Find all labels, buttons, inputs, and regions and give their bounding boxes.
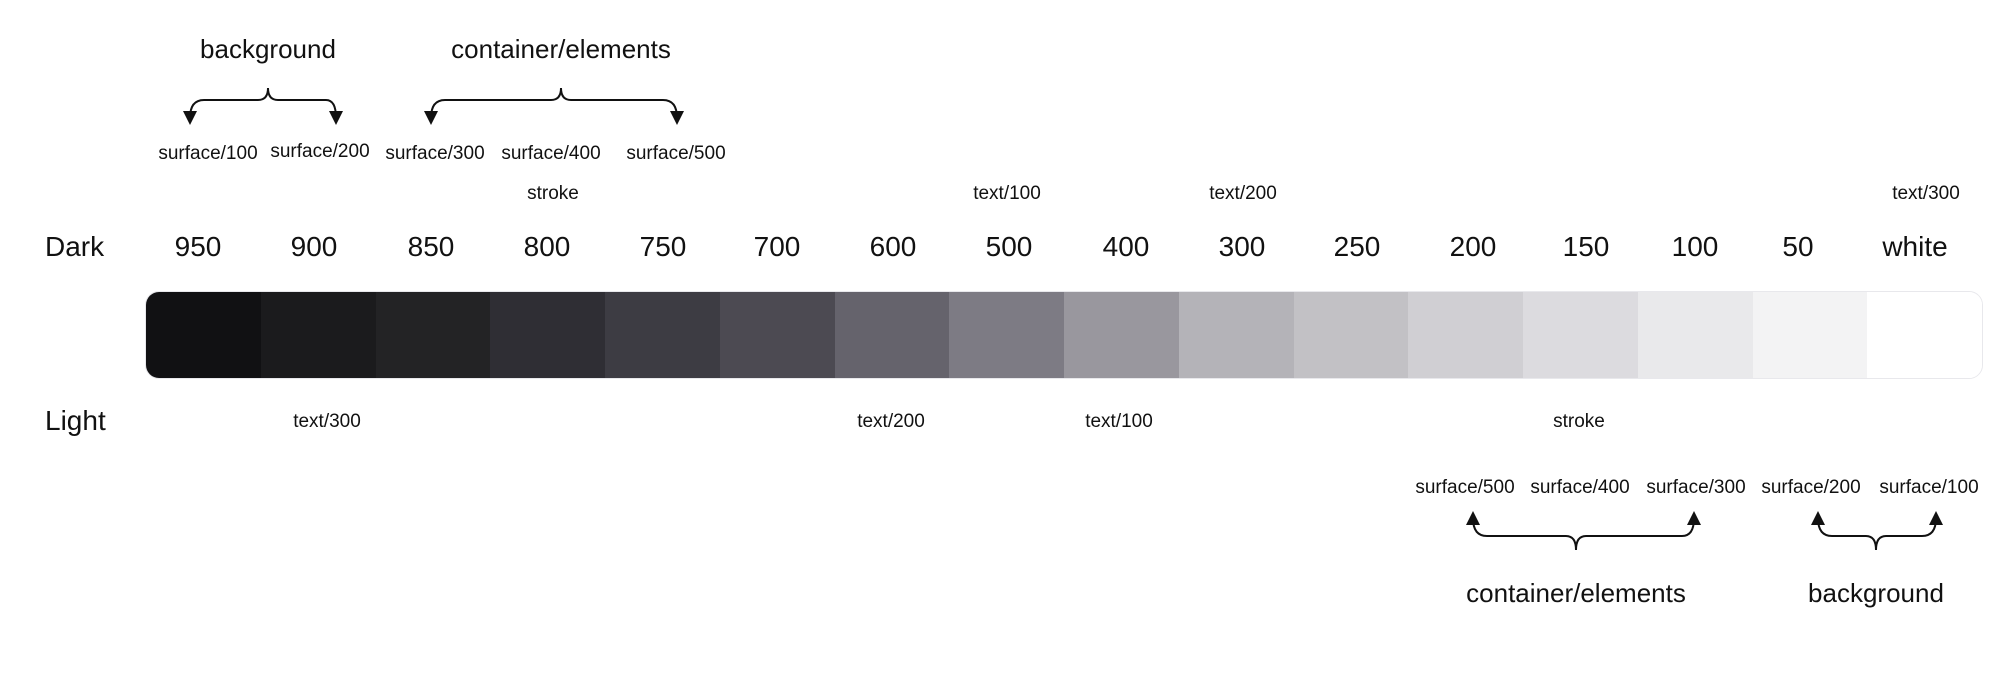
light-group-background-label: background (1808, 578, 1944, 608)
dark-text-300-label: text/300 (1892, 183, 1960, 204)
light-surface-200-label: surface/200 (1761, 477, 1861, 498)
step-label-150: 150 (1562, 231, 1610, 262)
swatch-200 (1408, 292, 1523, 378)
light-container-brace (1466, 511, 1701, 551)
step-label-800: 800 (523, 231, 571, 262)
light-surface-500-label: surface/500 (1415, 477, 1515, 498)
dark-row-label: Dark (45, 231, 105, 262)
step-label-700: 700 (753, 231, 801, 262)
step-label-300: 300 (1218, 231, 1266, 262)
dark-text-200-label: text/200 (1209, 183, 1277, 204)
light-group-container-label: container/elements (1466, 578, 1686, 608)
dark-stroke-label: stroke (527, 183, 579, 204)
swatch-850 (375, 292, 491, 378)
step-label-750: 750 (639, 231, 687, 262)
light-surface-300-label: surface/300 (1646, 477, 1746, 498)
light-text-200-label: text/200 (857, 411, 925, 432)
step-label-900: 900 (290, 231, 338, 262)
swatch-150 (1523, 292, 1638, 378)
step-label-100: 100 (1671, 231, 1719, 262)
dark-surface-400-label: surface/400 (501, 143, 601, 164)
step-label-950: 950 (174, 231, 222, 262)
light-row-label: Light (45, 405, 106, 436)
light-surface-400-label: surface/400 (1530, 477, 1630, 498)
dark-surface-100-label: surface/100 (158, 143, 258, 164)
swatch-50 (1752, 292, 1868, 378)
light-stroke-label: stroke (1553, 411, 1605, 432)
swatch-900 (260, 292, 376, 378)
step-label-white: white (1882, 231, 1948, 262)
dark-surface-500-label: surface/500 (626, 143, 726, 164)
dark-group-container-label: container/elements (451, 34, 671, 64)
step-label-600: 600 (869, 231, 917, 262)
step-label-200: 200 (1449, 231, 1497, 262)
dark-surface-200-label: surface/200 (270, 141, 370, 162)
light-background-brace (1811, 511, 1943, 551)
step-label-250: 250 (1333, 231, 1381, 262)
step-label-500: 500 (985, 231, 1033, 262)
dark-surface-300-label: surface/300 (385, 143, 485, 164)
dark-container-brace (424, 87, 684, 125)
swatch-100 (1637, 292, 1753, 378)
dark-background-brace (183, 87, 343, 125)
light-surface-100-label: surface/100 (1879, 477, 1979, 498)
step-label-400: 400 (1102, 231, 1150, 262)
swatch-750 (605, 292, 720, 378)
color-scale-bar (145, 291, 1983, 379)
step-label-850: 850 (407, 231, 455, 262)
swatch-600 (834, 292, 950, 378)
dark-text-100-label: text/100 (973, 183, 1041, 204)
swatch-250 (1293, 292, 1409, 378)
swatch-300 (1178, 292, 1294, 378)
swatch-400 (1064, 292, 1179, 378)
light-text-100-label: text/100 (1085, 411, 1153, 432)
light-text-300-label: text/300 (293, 411, 361, 432)
swatch-950 (146, 292, 261, 378)
swatch-white (1867, 292, 1982, 378)
swatch-800 (490, 292, 605, 378)
swatch-500 (949, 292, 1064, 378)
step-label-50: 50 (1782, 231, 1814, 262)
dark-group-background-label: background (200, 34, 336, 64)
swatch-700 (719, 292, 835, 378)
